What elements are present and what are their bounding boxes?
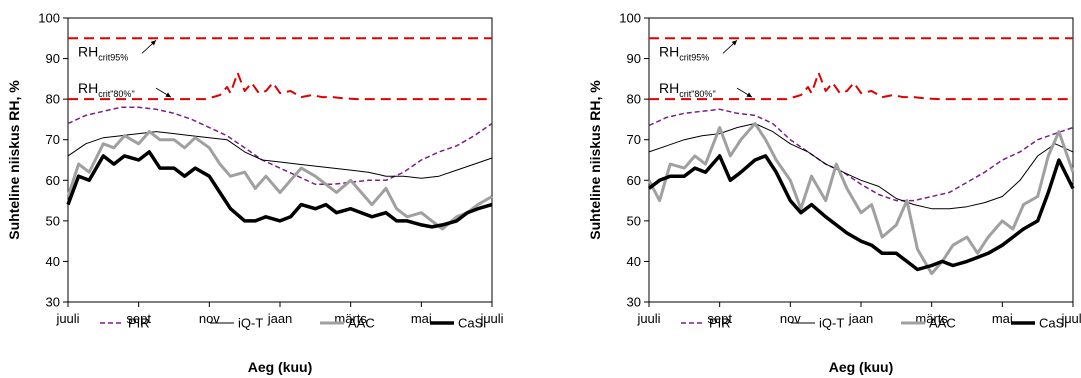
- series-rhcrit80: [68, 71, 492, 101]
- annotation-arrowhead: [150, 40, 156, 46]
- x-tick-label: sept: [707, 311, 732, 326]
- legend-label-iq-t: iQ-T: [238, 316, 263, 331]
- y-tick-label: 40: [46, 254, 60, 269]
- y-axis-title: Suhteline niiskus RH, %: [6, 80, 22, 240]
- legend-label-iq-t: iQ-T: [819, 316, 844, 331]
- y-tick-label: 80: [627, 92, 641, 107]
- x-tick-label: jaan: [848, 311, 874, 326]
- y-tick-label: 90: [627, 51, 641, 66]
- annotation-label: RHcrit95%: [78, 43, 128, 62]
- x-tick-label: nov: [780, 311, 801, 326]
- x-tick-label: mai: [411, 311, 432, 326]
- y-tick-label: 70: [627, 132, 641, 147]
- series-rhcrit80: [649, 71, 1073, 101]
- y-tick-label: 30: [627, 295, 641, 310]
- x-tick-label: juuli: [1060, 311, 1081, 326]
- series-aac: [66, 130, 493, 231]
- x-tick-label: sept: [126, 311, 151, 326]
- annotation-label: RHcrit"80%": [78, 80, 135, 99]
- series-pir: [67, 106, 493, 186]
- y-tick-label: 60: [627, 173, 641, 188]
- annotation-arrowhead: [731, 40, 737, 46]
- y-tick-label: 90: [46, 51, 60, 66]
- plot-frame: [67, 17, 493, 303]
- legend-label-casi: CaSi: [458, 316, 486, 331]
- y-tick-label: 30: [46, 295, 60, 310]
- series-pir: [648, 108, 1074, 202]
- legend-label-pir: PIR: [709, 316, 731, 331]
- y-axis-title: Suhteline niiskus RH, %: [587, 80, 603, 240]
- series-casi: [647, 154, 1075, 272]
- legend-label-aac: AAC: [348, 316, 375, 331]
- y-tick-label: 100: [619, 11, 641, 26]
- x-axis-title: Aeg (kuu): [248, 359, 313, 375]
- y-tick-label: 40: [627, 254, 641, 269]
- legend-label-pir: PIR: [128, 316, 150, 331]
- plot-frame: [648, 17, 1074, 303]
- x-tick-label: juuli: [479, 311, 503, 326]
- y-tick-label: 100: [38, 11, 60, 26]
- y-tick-label: 50: [46, 213, 60, 228]
- y-tick-label: 60: [46, 173, 60, 188]
- series-iq-t: [67, 131, 493, 179]
- annotation-label: RHcrit"80%": [659, 80, 716, 99]
- annotation-arrowhead: [165, 92, 171, 98]
- y-tick-label: 70: [46, 132, 60, 147]
- series-aac: [647, 122, 1075, 276]
- x-tick-label: jaan: [267, 311, 293, 326]
- y-tick-label: 50: [627, 213, 641, 228]
- series-casi: [66, 150, 493, 229]
- legend-label-casi: CaSi: [1039, 316, 1067, 331]
- x-tick-label: nov: [199, 311, 220, 326]
- x-tick-label: juuli: [55, 311, 79, 326]
- legend-label-aac: AAC: [929, 316, 956, 331]
- annotation-label: RHcrit95%: [659, 43, 709, 62]
- x-axis-title: Aeg (kuu): [829, 359, 894, 375]
- series-iq-t: [648, 123, 1074, 210]
- x-tick-label: juuli: [636, 311, 660, 326]
- annotation-arrowhead: [746, 92, 752, 98]
- y-tick-label: 80: [46, 92, 60, 107]
- x-tick-label: mai: [992, 311, 1013, 326]
